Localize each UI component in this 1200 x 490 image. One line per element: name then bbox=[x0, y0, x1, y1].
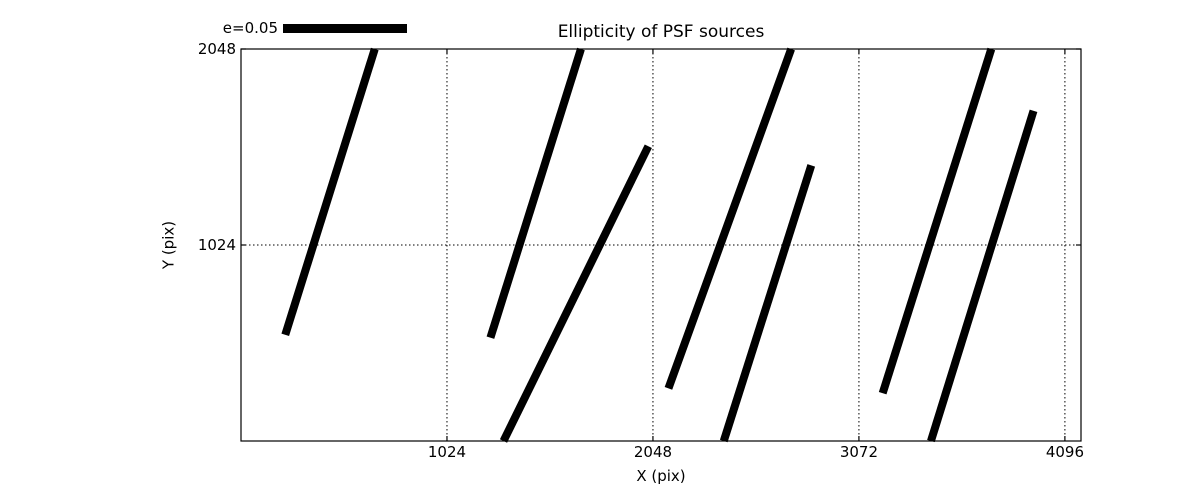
x-tick-label: 4096 bbox=[1045, 443, 1084, 461]
x-axis-label: X (pix) bbox=[636, 467, 686, 485]
ellipticity-whisker bbox=[486, 47, 585, 339]
ellipticity-whisker bbox=[719, 164, 816, 443]
ellipticity-whisker bbox=[664, 47, 795, 390]
x-tick-label: 2048 bbox=[633, 443, 673, 461]
chart-title: Ellipticity of PSF sources bbox=[557, 22, 765, 42]
ellipticity-whisker bbox=[281, 47, 379, 336]
legend-sample-bar bbox=[283, 24, 407, 33]
x-tick-label: 3072 bbox=[839, 443, 879, 461]
legend-label: e=0.05 bbox=[222, 19, 278, 37]
y-tick-label: 2048 bbox=[197, 40, 236, 58]
axes-border bbox=[240, 48, 1082, 442]
y-tick-label: 1024 bbox=[197, 236, 236, 254]
ellipticity-whisker bbox=[878, 47, 996, 395]
x-tick-label: 1024 bbox=[427, 443, 467, 461]
ellipticity-whisker bbox=[927, 109, 1038, 443]
ellipticity-whisker bbox=[499, 144, 652, 443]
